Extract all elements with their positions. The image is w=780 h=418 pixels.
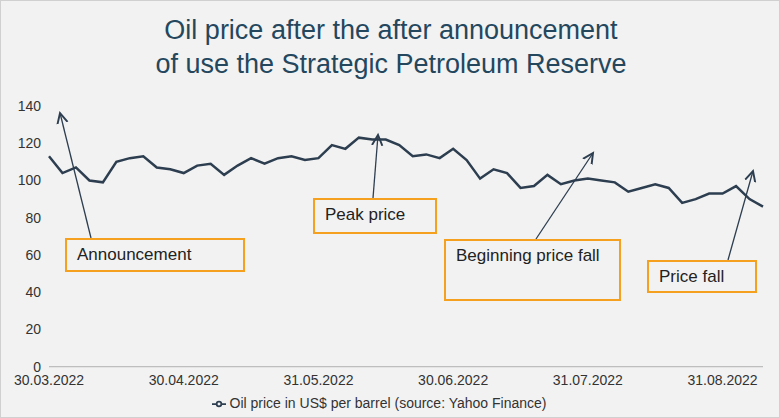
svg-text:60: 60 — [25, 247, 41, 263]
svg-text:31.08.2022: 31.08.2022 — [688, 372, 758, 388]
html-text:Announcement: Announcement — [77, 245, 192, 264]
html-text:Oil price in US$ per barrel (s: Oil price in US$ per barrel (source: Yah… — [229, 394, 547, 411]
svg-text:100: 100 — [18, 172, 42, 188]
html-text:Oil price after the after anno: Oil price after the after announcement o… — [155, 15, 627, 79]
html-text:Beginning price fall: Beginning price fall — [456, 246, 600, 265]
svg-text:30.03.2022: 30.03.2022 — [14, 372, 84, 388]
svg-text:31.05.2022: 31.05.2022 — [283, 372, 353, 388]
svg-text:40: 40 — [25, 284, 41, 300]
html-text:Peak price: Peak price — [325, 205, 406, 224]
html-text:Price fall: Price fall — [659, 267, 725, 286]
svg-text:80: 80 — [25, 210, 41, 226]
svg-text:140: 140 — [18, 98, 42, 114]
svg-text:30.04.2022: 30.04.2022 — [149, 372, 219, 388]
svg-text:120: 120 — [18, 135, 42, 151]
svg-text:0: 0 — [33, 359, 41, 375]
svg-text:31.07.2022: 31.07.2022 — [553, 372, 623, 388]
svg-text:30.06.2022: 30.06.2022 — [418, 372, 488, 388]
svg-text:20: 20 — [25, 321, 41, 337]
